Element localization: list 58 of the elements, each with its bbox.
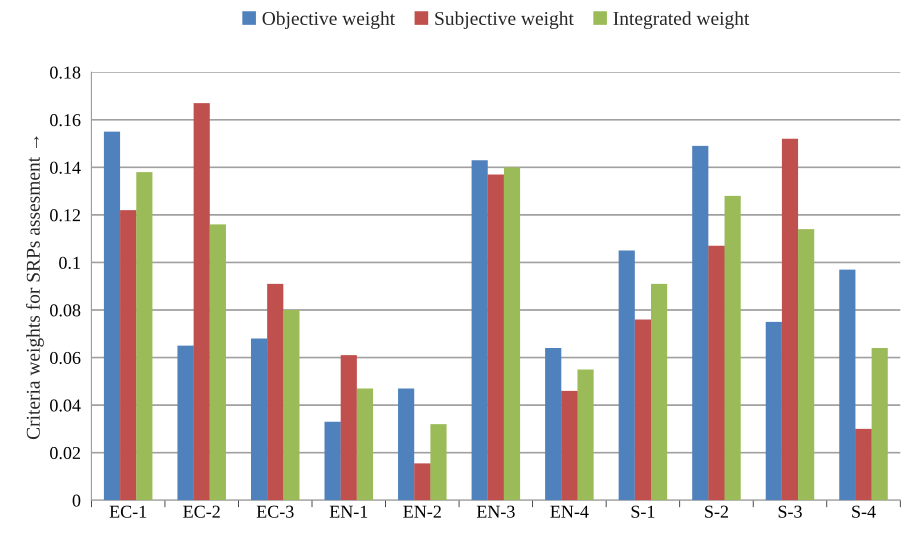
bar [782, 138, 798, 500]
bar [472, 160, 488, 500]
bar [561, 390, 578, 500]
x-tick-label: EN-3 [476, 506, 515, 518]
bar [692, 146, 708, 500]
bar [136, 172, 152, 500]
x-tick-label: EN-4 [550, 506, 589, 518]
bar [194, 103, 210, 500]
x-tick-label: S-3 [778, 506, 802, 518]
bar [267, 284, 284, 500]
bar [120, 210, 136, 500]
x-tick-label: S-4 [852, 506, 876, 518]
x-tick-label: EN-2 [403, 506, 441, 518]
y-tick-label: 0.1 [59, 256, 80, 269]
bar [398, 388, 414, 500]
bar [708, 246, 725, 500]
x-tick-label: EN-1 [330, 506, 368, 518]
y-tick-label: 0.12 [50, 209, 80, 222]
bar [545, 348, 562, 500]
bar [504, 167, 520, 500]
y-tick-label: 0.08 [50, 304, 80, 317]
bar [324, 422, 341, 500]
y-tick-label: 0.06 [50, 352, 80, 364]
bar [651, 284, 668, 500]
bar [855, 428, 872, 500]
legend-label: Subjective weight [435, 11, 574, 30]
bar [618, 250, 635, 500]
bar [634, 320, 652, 500]
bar [724, 196, 741, 500]
bar [430, 424, 447, 500]
bar [839, 270, 856, 500]
x-tick-label: EC-2 [183, 506, 220, 518]
y-tick-label: 0.18 [50, 66, 80, 79]
bar [340, 355, 357, 500]
y-tick-label: 0.02 [50, 446, 80, 460]
y-tick-label: 0.16 [50, 114, 80, 126]
y-axis-title: Criteria weights for SRPs assesment → [26, 136, 44, 440]
bar [210, 224, 226, 500]
y-tick-label: 0.14 [50, 162, 81, 174]
bar [177, 346, 194, 500]
legend-label: Objective weight [262, 11, 396, 30]
x-tick-label: EC-3 [256, 506, 294, 518]
bar [104, 132, 120, 500]
y-tick-label: 0.04 [50, 399, 81, 412]
x-tick-label: S-1 [632, 506, 654, 518]
bar [488, 174, 504, 500]
bar [766, 322, 782, 500]
legend-label: Integrated weight [613, 11, 750, 30]
bar [250, 338, 268, 500]
bar [414, 463, 430, 500]
bar [872, 348, 888, 500]
bar [798, 229, 814, 500]
bar [356, 388, 374, 500]
bar [577, 369, 594, 500]
y-tick-label: 0 [72, 494, 80, 507]
x-tick-label: S-2 [705, 506, 728, 518]
x-tick-label: EC-1 [110, 506, 146, 518]
bar [283, 310, 300, 500]
